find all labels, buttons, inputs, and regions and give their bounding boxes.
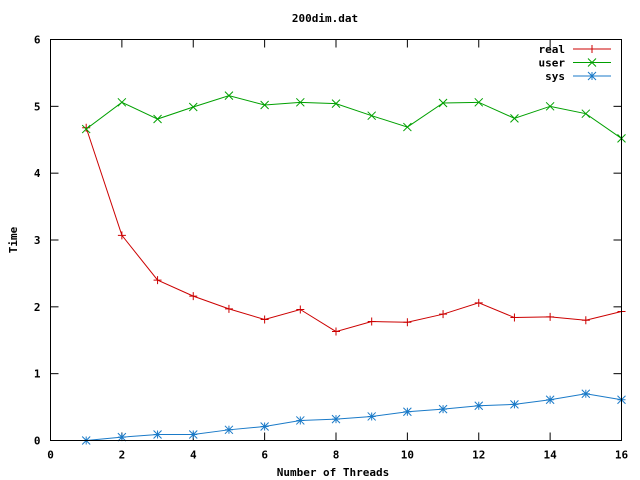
data-point	[545, 395, 555, 405]
x-tick-label: 2	[119, 449, 126, 462]
data-point	[224, 91, 234, 100]
y-tick-label: 4	[34, 167, 41, 180]
plot-frame	[50, 39, 622, 441]
legend-label: sys	[545, 70, 565, 83]
data-point	[295, 416, 305, 425]
y-tick-label: 3	[34, 234, 41, 247]
data-point	[474, 401, 484, 411]
series-sys	[81, 389, 626, 445]
x-tick-label: 12	[472, 449, 485, 462]
data-point	[188, 102, 198, 112]
y-tick-label: 5	[34, 100, 41, 113]
data-point	[403, 407, 412, 417]
data-point	[403, 122, 412, 132]
legend-item: real	[539, 43, 611, 56]
chart-title: 200dim.dat	[292, 12, 358, 25]
legend-marker	[587, 71, 597, 81]
legend-marker	[587, 58, 597, 67]
series-layer	[81, 91, 626, 445]
x-axis-label: Number of Threads	[277, 466, 390, 479]
data-point	[117, 97, 127, 107]
data-point	[403, 318, 412, 327]
data-point	[581, 109, 591, 119]
x-tick-label: 10	[401, 449, 414, 462]
data-point	[153, 430, 162, 439]
data-point	[224, 304, 233, 313]
data-point	[189, 292, 198, 301]
data-point	[117, 432, 127, 442]
series-real	[82, 123, 626, 336]
data-point	[295, 97, 305, 107]
data-point	[438, 98, 448, 108]
x-tick-label: 0	[47, 449, 54, 462]
data-point	[117, 231, 126, 240]
x-tick-label: 4	[190, 449, 197, 462]
x-tick-label: 14	[544, 449, 558, 462]
data-point	[331, 414, 341, 424]
x-tick-label: 6	[261, 449, 268, 462]
y-tick-label: 6	[34, 34, 41, 47]
legend-item: sys	[545, 70, 611, 83]
data-point	[510, 400, 519, 409]
y-tick-label: 1	[34, 368, 41, 381]
data-point	[81, 124, 91, 134]
data-point	[438, 404, 448, 414]
data-point	[82, 123, 91, 132]
legend-label: user	[539, 57, 566, 70]
y-axis-label: Time	[7, 226, 20, 253]
data-point	[367, 317, 376, 326]
data-point	[546, 312, 555, 321]
series-line	[86, 393, 622, 441]
data-point	[188, 430, 198, 439]
data-point	[367, 111, 377, 121]
data-point	[510, 114, 519, 123]
data-point	[153, 276, 162, 285]
y-tick-label: 2	[34, 301, 41, 314]
y-tick-label: 0	[34, 435, 41, 448]
data-point	[474, 298, 483, 307]
legend-marker	[588, 45, 596, 53]
data-point	[545, 101, 555, 111]
legend-label: real	[539, 43, 566, 56]
data-point	[260, 315, 269, 324]
data-point	[367, 412, 377, 421]
data-point	[260, 422, 269, 431]
x-tick-label: 8	[333, 449, 340, 462]
data-point	[581, 316, 590, 325]
legend-item: user	[539, 57, 611, 70]
data-point	[510, 313, 519, 322]
x-tick-label: 16	[615, 449, 629, 462]
data-point	[331, 99, 341, 109]
data-point	[296, 305, 305, 314]
data-point	[439, 310, 448, 319]
data-point	[581, 389, 591, 399]
series-line	[85, 127, 622, 333]
data-point	[153, 114, 162, 124]
data-point	[474, 97, 484, 107]
series-user	[81, 91, 626, 143]
data-point	[260, 100, 269, 110]
series-line	[85, 95, 622, 139]
data-point	[224, 425, 234, 435]
data-point	[332, 327, 340, 336]
